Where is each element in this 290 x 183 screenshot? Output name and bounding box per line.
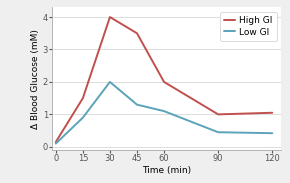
Low GI (135, 104, 139, 106)
Y-axis label: Δ Blood Glucose (mM): Δ Blood Glucose (mM) (31, 29, 40, 129)
High GI (135, 32, 139, 34)
Low GI (162, 110, 166, 112)
High GI (162, 81, 166, 83)
Low GI (108, 81, 112, 83)
Low GI (81, 117, 85, 119)
High GI (271, 112, 274, 114)
Low GI (54, 143, 57, 145)
Line: Low GI: Low GI (56, 82, 272, 144)
Low GI (271, 132, 274, 134)
High GI (216, 113, 220, 115)
Line: High GI: High GI (56, 17, 272, 142)
High GI (108, 16, 112, 18)
Legend: High GI, Low GI: High GI, Low GI (220, 12, 277, 41)
X-axis label: Time (min): Time (min) (142, 166, 191, 175)
High GI (54, 141, 57, 143)
High GI (81, 97, 85, 99)
Low GI (216, 131, 220, 133)
